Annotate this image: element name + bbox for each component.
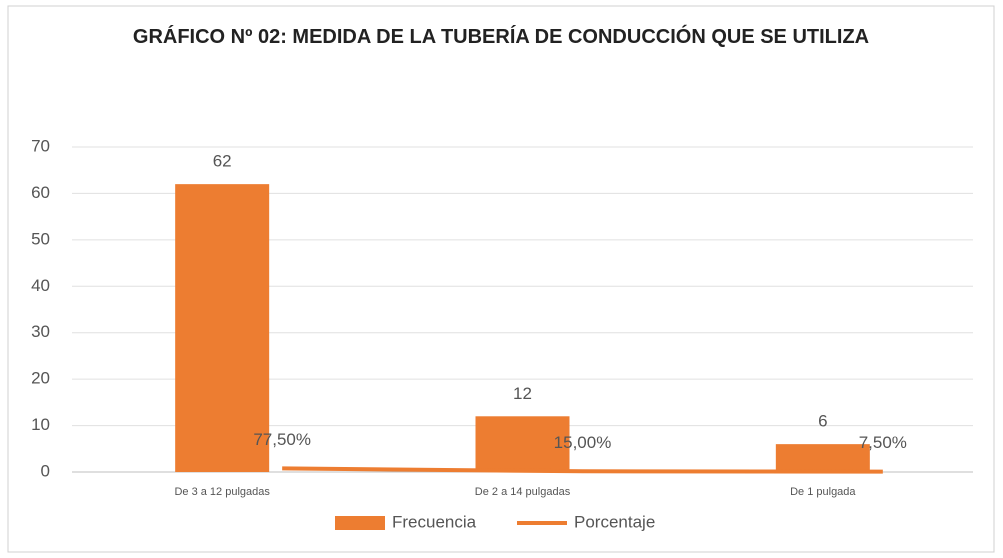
- bar: [475, 416, 570, 472]
- data-label: 15,00%: [554, 433, 612, 452]
- data-label: 7,50%: [859, 433, 907, 452]
- data-label: 62: [213, 152, 232, 171]
- x-tick-label: De 2 a 14 pulgadas: [475, 486, 571, 498]
- bar: [775, 444, 870, 472]
- y-tick-label: 20: [31, 369, 50, 388]
- legend-swatch: [335, 516, 385, 530]
- y-tick-label: 10: [31, 415, 50, 434]
- chart-border: [7, 5, 995, 553]
- legend-label: Porcentaje: [574, 512, 655, 531]
- y-tick-label: 50: [31, 229, 50, 248]
- data-label: 77,50%: [253, 430, 311, 449]
- legend-label: Frecuencia: [392, 512, 477, 531]
- x-tick-label: De 1 pulgada: [790, 486, 856, 498]
- x-tick-label: De 3 a 12 pulgadas: [174, 486, 270, 498]
- data-label: 12: [513, 384, 532, 403]
- y-tick-label: 30: [31, 322, 50, 341]
- y-tick-label: 70: [31, 136, 50, 155]
- chart-title: GRÁFICO Nº 02: MEDIDA DE LA TUBERÍA DE C…: [132, 26, 870, 48]
- y-tick-label: 40: [31, 276, 50, 295]
- bar: [175, 184, 270, 472]
- line: [282, 466, 883, 474]
- y-tick-label: 60: [31, 183, 50, 202]
- y-tick-label: 0: [41, 461, 50, 480]
- data-label: 6: [818, 412, 827, 431]
